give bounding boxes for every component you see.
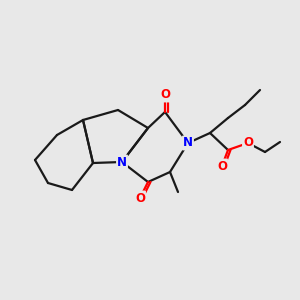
- Text: O: O: [160, 88, 170, 101]
- Text: O: O: [243, 136, 253, 149]
- Text: N: N: [183, 136, 193, 149]
- Text: O: O: [217, 160, 227, 172]
- Text: O: O: [135, 191, 145, 205]
- Text: N: N: [117, 155, 127, 169]
